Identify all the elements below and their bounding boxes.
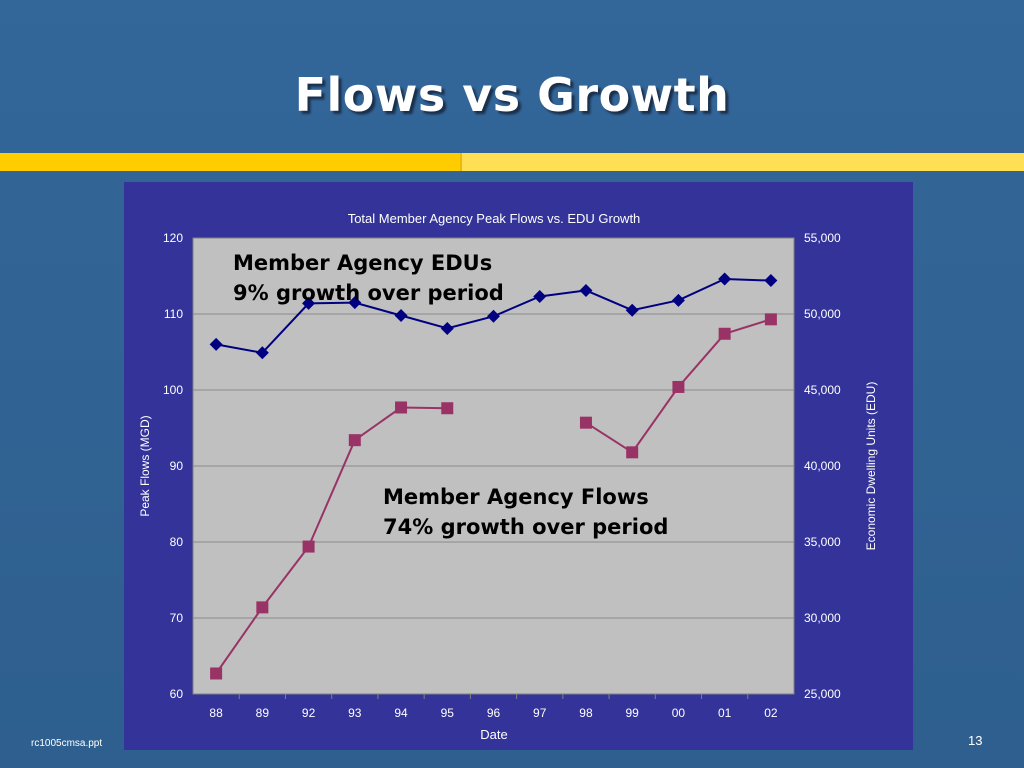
- y2-tick-label: 45,000: [804, 383, 841, 397]
- accent-bar-right: [460, 153, 1024, 171]
- edu-point: [302, 296, 316, 310]
- chart-title: Total Member Agency Peak Flows vs. EDU G…: [348, 211, 641, 226]
- edu-point: [533, 290, 547, 304]
- y-tick-label: 70: [170, 611, 184, 625]
- flows-point: [764, 313, 777, 326]
- y-tick-label: 100: [163, 383, 183, 397]
- flows-series-line: [215, 406, 448, 675]
- edu-point: [579, 283, 593, 297]
- edu-callout-line1: Member Agency EDUs: [233, 251, 493, 275]
- edu-point: [348, 296, 362, 310]
- x-axis-ticks: 88 89 92 93 94 95 96 97 98 99 00 01 02: [209, 694, 778, 720]
- x-tick-label: 98: [579, 706, 593, 720]
- x-tick-label: 99: [626, 706, 640, 720]
- footer-filename: rc1005cmsa.ppt: [31, 738, 103, 749]
- edu-point: [764, 274, 778, 288]
- edu-callout: Member Agency EDUs 9% growth over period: [233, 248, 504, 308]
- edu-point: [671, 293, 685, 307]
- x-tick-label: 88: [209, 706, 223, 720]
- flows-callout-line2: 74% growth over period: [383, 515, 669, 539]
- edu-point: [718, 272, 732, 286]
- y2-axis-label: Economic Dwelling Units (EDU): [864, 382, 878, 551]
- flows-point: [579, 416, 592, 429]
- edu-point: [487, 309, 500, 323]
- edu-point: [394, 309, 408, 323]
- x-tick-label: 94: [394, 706, 408, 720]
- flows-series: [210, 313, 777, 680]
- y-tick-label: 60: [170, 687, 184, 701]
- x-tick-label: 89: [256, 706, 270, 720]
- flows-point: [626, 446, 639, 459]
- y2-tick-label: 55,000: [804, 231, 841, 245]
- flows-point: [302, 540, 315, 553]
- x-tick-label: 97: [533, 706, 547, 720]
- y2-tick-label: 50,000: [804, 307, 841, 321]
- x-tick-label: 00: [672, 706, 686, 720]
- x-tick-label: 96: [487, 706, 501, 720]
- y-tick-label: 90: [170, 459, 184, 473]
- y-tick-label: 110: [164, 307, 183, 321]
- y2-tick-label: 40,000: [804, 459, 841, 473]
- y-tick-label: 120: [163, 231, 183, 245]
- edu-point: [625, 303, 639, 317]
- edu-point: [255, 346, 269, 360]
- y2-tick-label: 25,000: [804, 687, 841, 701]
- flows-point: [395, 401, 408, 414]
- y-tick-label: 80: [170, 535, 184, 549]
- page-number: 13: [968, 733, 983, 748]
- chart-panel: Total Member Agency Peak Flows vs. EDU G…: [124, 182, 913, 750]
- slide-title: Flows vs Growth: [294, 68, 730, 122]
- flows-callout: Member Agency Flows 74% growth over peri…: [383, 482, 668, 542]
- y2-tick-label: 35,000: [804, 535, 841, 549]
- edu-series: [209, 272, 778, 360]
- x-tick-label: 93: [348, 706, 362, 720]
- accent-bar-divider: [460, 153, 462, 171]
- flows-point: [718, 327, 731, 340]
- x-axis-label: Date: [480, 727, 507, 742]
- x-tick-label: 02: [764, 706, 778, 720]
- y2-tick-label: 30,000: [804, 611, 841, 625]
- flows-point: [256, 601, 269, 614]
- flows-point: [441, 402, 454, 415]
- x-tick-label: 01: [718, 706, 732, 720]
- x-tick-label: 95: [441, 706, 455, 720]
- series-layer: [209, 272, 778, 680]
- edu-point: [209, 337, 223, 351]
- y2-axis-ticks: 25,000 30,000 35,000 40,000 45,000 50,000 55,0…: [804, 231, 841, 701]
- edu-callout-line2: 9% growth over period: [233, 281, 504, 305]
- x-tick-label: 92: [302, 706, 316, 720]
- accent-bar-left: [0, 153, 460, 171]
- flows-callout-line1: Member Agency Flows: [383, 485, 649, 509]
- flows-point: [672, 380, 685, 393]
- y-axis-label: Peak Flows (MGD): [138, 415, 152, 516]
- y-axis-ticks: 60 70 80 90 100 110 120: [163, 231, 183, 701]
- flows-point: [348, 434, 361, 447]
- flows-point: [210, 667, 223, 680]
- chart-svg: Total Member Agency Peak Flows vs. EDU G…: [138, 211, 878, 742]
- edu-point: [440, 321, 454, 335]
